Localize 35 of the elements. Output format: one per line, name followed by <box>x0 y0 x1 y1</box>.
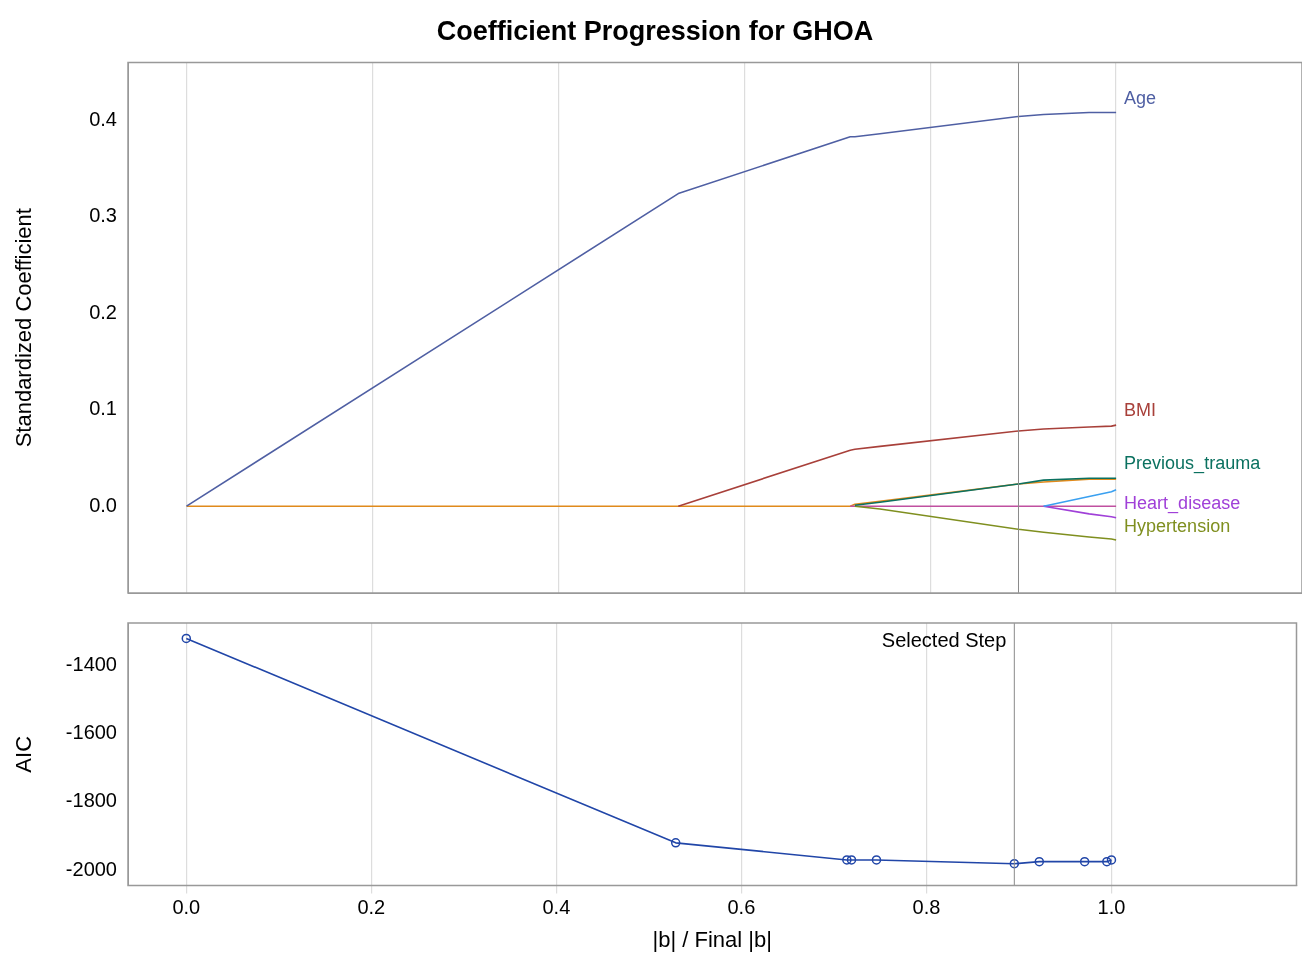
y-tick-label: -1600 <box>65 720 117 743</box>
series-label: Heart_disease <box>1124 492 1241 514</box>
y-axis-title: Standardized Coefficient <box>11 208 37 448</box>
y-tick-label: -2000 <box>65 857 117 880</box>
y-axis-title: AIC <box>11 735 37 773</box>
x-tick-label: 1.0 <box>1097 896 1126 919</box>
point <box>181 633 192 644</box>
y-tick-label: -1800 <box>65 789 117 812</box>
point <box>842 855 852 865</box>
y-tick-label: 0.3 <box>89 204 117 227</box>
series-label: Age <box>1124 87 1157 108</box>
series-label: Hypertension <box>1124 515 1231 536</box>
y-tick-label: -1400 <box>65 652 117 675</box>
x-axis-title: |b| / Final |b| <box>652 926 772 952</box>
ref-line-label: Selected Step <box>881 628 1007 651</box>
y-tick-label: 0.4 <box>89 107 117 130</box>
point <box>670 838 681 848</box>
x-tick-label: 0.4 <box>542 896 571 919</box>
point <box>1106 855 1117 865</box>
x-tick-label: 0.6 <box>727 896 756 919</box>
y-tick-label: 0.0 <box>89 493 117 516</box>
y-tick-label: 0.2 <box>89 300 117 323</box>
series-label: BMI <box>1124 400 1157 421</box>
point <box>1009 858 1020 869</box>
point <box>1034 856 1045 867</box>
point <box>1102 856 1112 867</box>
x-tick-label: 0.2 <box>357 896 386 919</box>
point <box>1079 856 1090 867</box>
x-tick-label: 0.0 <box>172 896 201 919</box>
y-tick-label: 0.1 <box>89 397 117 420</box>
point <box>871 855 882 865</box>
series-label: Previous_trauma <box>1124 453 1262 475</box>
chart-title: Coefficient Progression for GHOA <box>436 15 874 46</box>
point <box>846 855 857 865</box>
x-tick-label: 0.8 <box>912 896 941 919</box>
